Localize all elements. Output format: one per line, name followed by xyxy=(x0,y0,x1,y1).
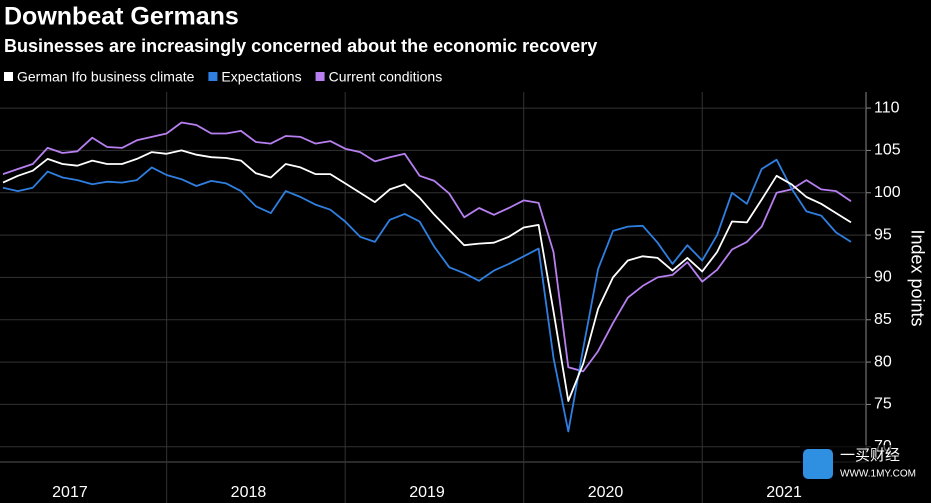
legend-swatch xyxy=(4,72,13,81)
legend-label: German Ifo business climate xyxy=(17,69,195,85)
chart-title: Downbeat Germans xyxy=(4,3,239,31)
y-tick-label: 105 xyxy=(874,142,901,159)
y-tick-label: 100 xyxy=(874,184,901,201)
series-line xyxy=(2,158,852,433)
x-tick-label: 2021 xyxy=(766,484,802,501)
y-tick-label: 110 xyxy=(874,99,900,116)
y-tick-label: 75 xyxy=(874,396,892,413)
x-tick-label: 2019 xyxy=(409,484,445,501)
x-tick-label: 2017 xyxy=(52,484,88,501)
x-tick-label: 2020 xyxy=(588,484,624,501)
y-tick-label: 95 xyxy=(874,226,892,243)
watermark-logo xyxy=(803,449,833,479)
y-tick-label: 80 xyxy=(874,353,892,370)
watermark-url: WWW.1MY.COM xyxy=(840,469,916,480)
legend-label: Current conditions xyxy=(329,69,443,85)
legend-label: Expectations xyxy=(221,69,301,85)
legend-swatch xyxy=(315,72,325,81)
y-tick-label: 85 xyxy=(874,311,892,328)
legend-swatch xyxy=(208,72,218,81)
series-line xyxy=(2,149,852,402)
y-tick-label: 90 xyxy=(874,269,892,286)
x-tick-label: 2018 xyxy=(231,484,267,501)
series-line xyxy=(2,121,852,373)
chart-subtitle: Businesses are increasingly concerned ab… xyxy=(4,36,597,56)
y-axis-label: Index points xyxy=(907,229,927,326)
watermark-text: 一买财经 xyxy=(840,447,900,464)
